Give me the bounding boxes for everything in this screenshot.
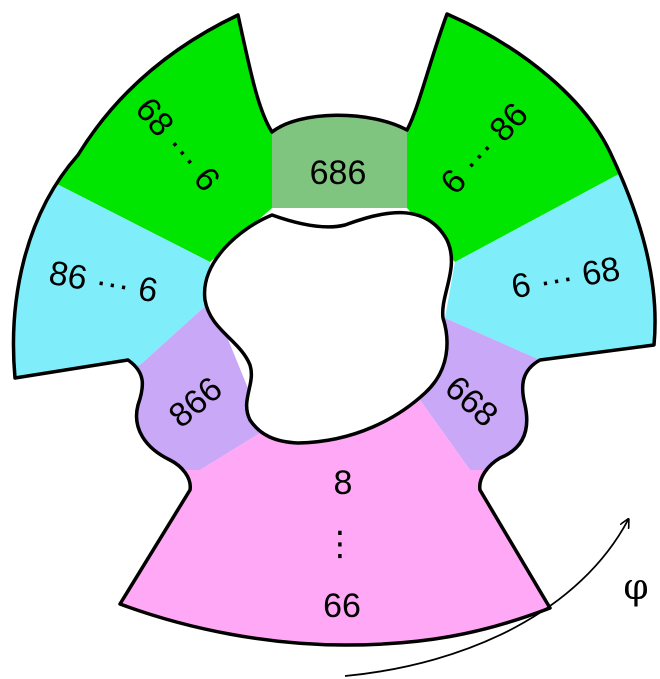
cyan-right-sector bbox=[445, 152, 656, 360]
label-pink-top: 8 bbox=[334, 464, 353, 502]
label-green-mid: 686 bbox=[310, 154, 367, 192]
outer-outline bbox=[11, 12, 657, 647]
inner-hole-outline bbox=[202, 210, 454, 445]
rotation-arrow bbox=[344, 520, 628, 677]
label-pink-bottom: 66 bbox=[323, 587, 361, 625]
cyan-left-sector bbox=[13, 155, 212, 380]
label-pink-dots: ⋮ bbox=[323, 525, 357, 563]
pink-bottom-sector bbox=[13, 400, 656, 645]
rotation-label-phi: φ bbox=[623, 567, 648, 608]
